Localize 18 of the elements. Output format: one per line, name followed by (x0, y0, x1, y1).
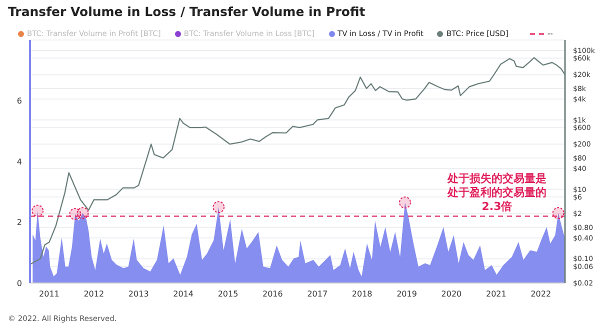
x-tick-label: 2017 (307, 290, 328, 299)
x-tick-label: 2022 (530, 290, 552, 299)
x-tick-label: 2019 (396, 290, 417, 299)
x-tick-label: 2014 (173, 290, 194, 299)
x-tick-label: 2018 (352, 290, 372, 299)
x-tick-label: 2011 (39, 290, 60, 299)
x-tick-label: 2021 (486, 290, 506, 299)
y-tick-label: 2 (16, 218, 22, 228)
x-tick-label: 2012 (84, 290, 104, 299)
x-tick-label: 2016 (262, 290, 283, 299)
x-tick-label: 2013 (128, 290, 149, 299)
chart-title: Transfer Volume in Loss / Transfer Volume in Profit (8, 4, 366, 19)
x-tick-label: 2015 (218, 290, 238, 299)
x-tick-label: 2020 (441, 290, 462, 299)
y-tick-label: 6 (16, 96, 22, 106)
y-tick-label: 0 (16, 278, 22, 288)
annotation: 处于损失的交易量是处于盈利的交易量的2.3倍 (446, 172, 548, 214)
y-tick-label: 4 (16, 157, 22, 166)
